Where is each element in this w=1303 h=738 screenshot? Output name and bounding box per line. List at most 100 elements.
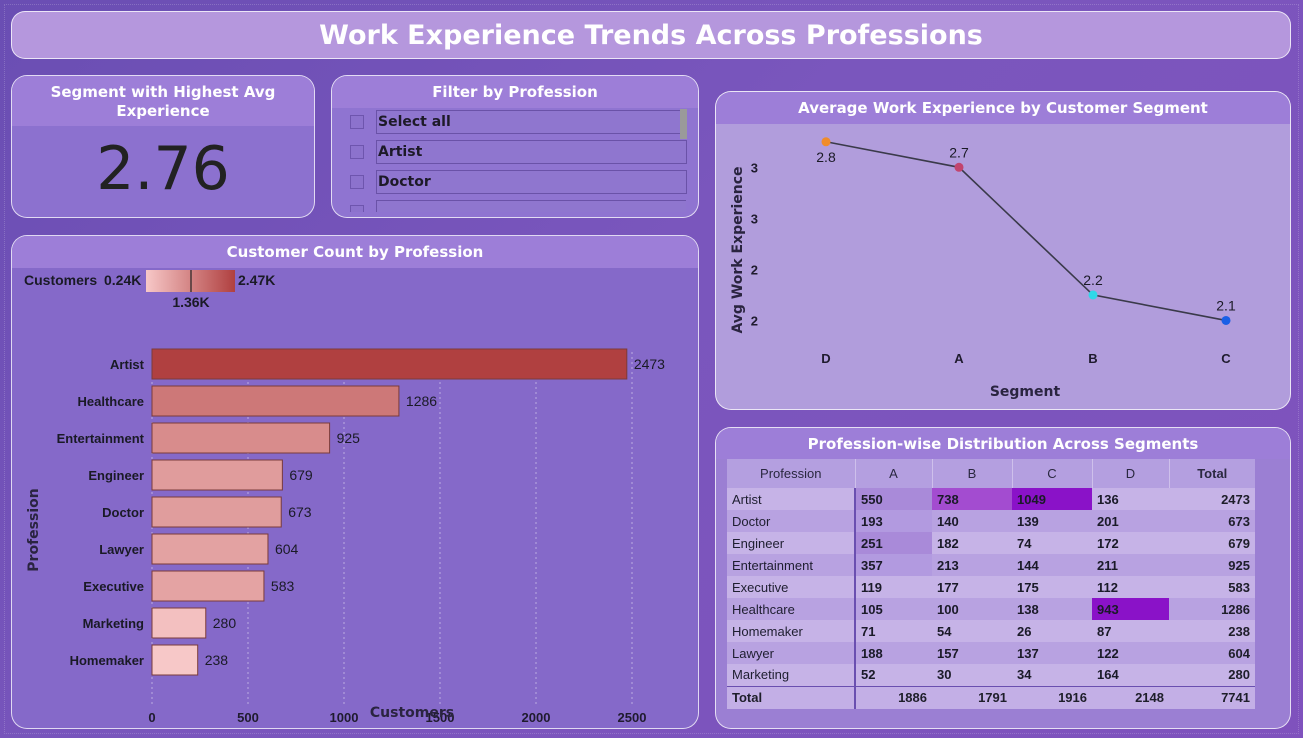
cell-value: 172 [1092, 532, 1169, 554]
totals-label: Total [727, 685, 856, 709]
filter-item-label: Select all [376, 110, 687, 134]
cell-value: 119 [855, 576, 932, 598]
legend-mid: 1.36K [172, 294, 209, 310]
checkbox-icon[interactable] [350, 145, 364, 159]
row-total: 925 [1169, 554, 1255, 576]
y-tick-label: 2 [751, 262, 758, 277]
row-header: Engineer [727, 532, 856, 554]
cell-value: 177 [932, 576, 1012, 598]
cell-value: 139 [1012, 510, 1092, 532]
cell-value: 943 [1092, 598, 1169, 620]
filter-scrollbar[interactable] [680, 109, 687, 139]
cell-value: 550 [855, 488, 932, 510]
profession-filter-slicer[interactable]: Filter by Profession Select all Artist D… [331, 75, 699, 218]
profession-segment-matrix-panel: Profession-wise Distribution Across Segm… [715, 427, 1291, 729]
column-header[interactable]: C [1011, 459, 1092, 488]
color-scale-legend: Customers 0.24K 2.47K 1.36K [24, 270, 275, 310]
point-d [821, 137, 831, 147]
data-label: 583 [271, 578, 295, 594]
cell-value: 164 [1092, 664, 1169, 686]
kpi-label: Segment with Highest Avg Experience [12, 76, 314, 126]
bar-lawyer [151, 533, 269, 565]
bar-homemaker [151, 644, 199, 676]
filter-item-label [376, 200, 686, 212]
legend-max: 2.47K [238, 272, 275, 288]
category-label: Entertainment [57, 431, 145, 446]
data-label: 2.2 [1083, 272, 1103, 288]
row-total: 280 [1169, 664, 1255, 686]
column-header[interactable]: A [854, 459, 932, 488]
totals-row: Total 1886 1791 1916 2148 7741 [727, 685, 1255, 709]
data-label: 604 [275, 541, 299, 557]
category-label: Doctor [102, 505, 144, 520]
column-header[interactable]: Profession [727, 459, 855, 488]
table-row: Engineer 251 182 74 172 679 [727, 532, 1255, 554]
column-header[interactable]: B [931, 459, 1012, 488]
row-header: Homemaker [727, 620, 856, 642]
profession-segment-matrix: Profession A B C D Total Artist 550 738 1049 136 2… [727, 459, 1255, 709]
row-header: Executive [727, 576, 856, 598]
checkbox-icon[interactable] [350, 205, 364, 212]
bar-engineer [151, 459, 283, 491]
cell-value: 251 [855, 532, 932, 554]
filter-item-select-all[interactable]: Select all [346, 110, 687, 134]
cell-value: 140 [932, 510, 1012, 532]
point-a [954, 162, 964, 172]
customer-count-bar-chart: Customers 0.24K 2.47K 1.36K 0 500 1000 1500… [24, 270, 665, 725]
row-total: 673 [1169, 510, 1255, 532]
legend-min: 0.24K [104, 272, 141, 288]
x-tick-label: 0 [148, 710, 155, 725]
row-header: Marketing [727, 664, 856, 686]
cell-value: 213 [932, 554, 1012, 576]
cell-value: 71 [855, 620, 932, 642]
row-header: Artist [727, 488, 856, 510]
column-header[interactable]: D [1091, 459, 1169, 488]
checkbox-icon[interactable] [350, 175, 364, 189]
data-label: 679 [289, 467, 313, 483]
cell-value: 357 [855, 554, 932, 576]
data-label: 238 [205, 652, 229, 668]
customer-count-chart-panel: Customer Count by Profession Customers 0… [11, 235, 699, 729]
x-tick-label: C [1221, 351, 1231, 366]
cell-value: 105 [855, 598, 932, 620]
bar-artist [151, 348, 628, 380]
cell-value: 34 [1012, 664, 1092, 686]
filter-item-partial[interactable] [346, 200, 686, 212]
row-total: 2473 [1169, 488, 1255, 510]
filter-item-doctor[interactable]: Doctor [346, 170, 687, 194]
point-b [1088, 290, 1098, 300]
cell-value: 52 [855, 664, 932, 686]
row-total: 583 [1169, 576, 1255, 598]
table-row: Healthcare 105 100 138 943 1286 [727, 598, 1255, 620]
checkbox-icon[interactable] [350, 115, 364, 129]
cell-value: 100 [932, 598, 1012, 620]
cell-value: 26 [1012, 620, 1092, 642]
filter-item-artist[interactable]: Artist [346, 140, 687, 164]
cell-value: 74 [1012, 532, 1092, 554]
bar-marketing [151, 607, 207, 639]
cell-value: 201 [1092, 510, 1169, 532]
category-label: Healthcare [78, 394, 144, 409]
data-label: 1286 [406, 393, 437, 409]
point-c [1221, 315, 1231, 325]
y-axis-title: Profession [26, 488, 42, 571]
bar-entertainment [151, 422, 331, 454]
x-tick-label: 1000 [330, 710, 359, 725]
kpi-card[interactable]: Segment with Highest Avg Experience 2.76 [11, 75, 315, 218]
row-total: 1286 [1169, 598, 1255, 620]
row-total: 604 [1169, 642, 1255, 664]
cell-value: 211 [1092, 554, 1169, 576]
matrix-title: Profession-wise Distribution Across Segm… [716, 428, 1290, 459]
x-tick-label: B [1088, 351, 1097, 366]
total-value: 7741 [1169, 685, 1255, 709]
category-label: Engineer [88, 468, 144, 483]
cell-value: 30 [932, 664, 1012, 686]
x-tick-label: 2500 [618, 710, 647, 725]
row-total: 679 [1169, 532, 1255, 554]
total-value: 1886 [855, 685, 932, 709]
bar-healthcare [151, 385, 400, 417]
column-header[interactable]: Total [1168, 459, 1255, 488]
category-label: Executive [83, 579, 144, 594]
dashboard-header: Work Experience Trends Across Profession… [11, 11, 1291, 59]
data-label: 2473 [634, 356, 665, 372]
